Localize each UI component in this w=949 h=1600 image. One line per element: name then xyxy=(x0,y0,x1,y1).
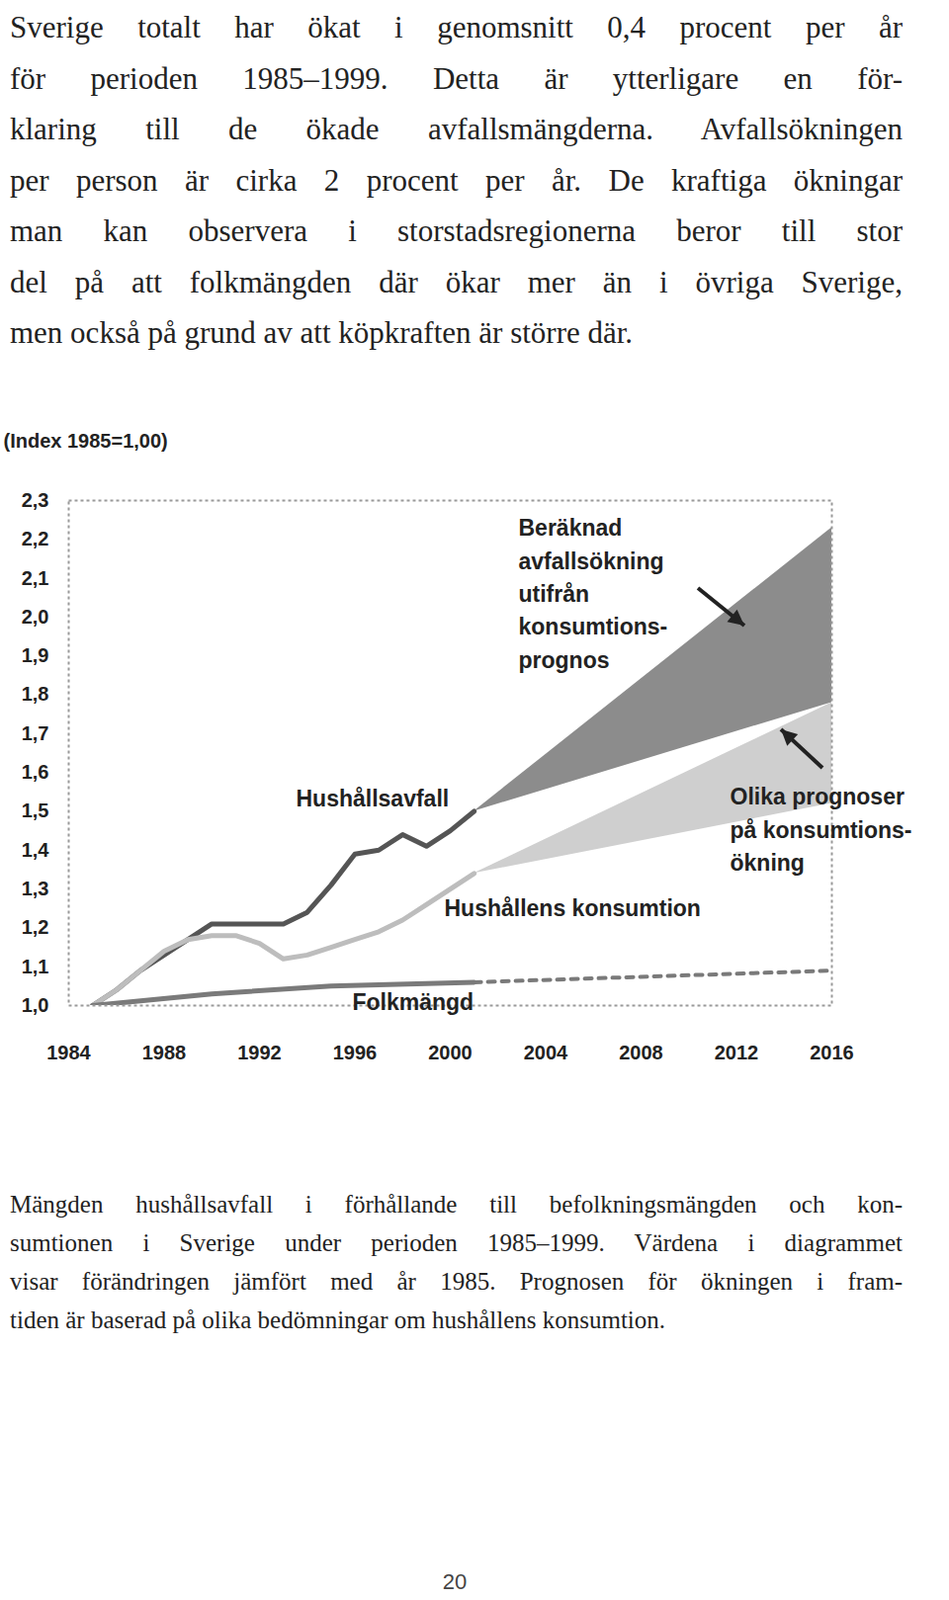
svg-text:1,8: 1,8 xyxy=(21,683,50,705)
html-text:för perioden 1985–1999. Detta: för perioden 1985–1999. Detta är ytterli… xyxy=(9,60,903,96)
html-text:Mängden hushållsavfall i förhå: Mängden hushållsavfall i förhållande til… xyxy=(9,1191,903,1218)
svg-text:1984: 1984 xyxy=(46,1041,91,1064)
svg-text:1992: 1992 xyxy=(237,1041,282,1064)
svg-text:1,5: 1,5 xyxy=(21,799,50,822)
svg-text:1,2: 1,2 xyxy=(21,916,50,939)
svg-text:1,7: 1,7 xyxy=(21,722,50,745)
svg-text:Hushållsavfall: Hushållsavfall xyxy=(296,785,450,812)
html-text:man kan observera i storstadsr: man kan observera i storstadsregionerna … xyxy=(9,213,903,249)
svg-text:1,9: 1,9 xyxy=(21,644,50,667)
svg-text:1,4: 1,4 xyxy=(21,839,51,862)
html-text:del på att folkmängden där öka: del på att folkmängden där ökar mer än i… xyxy=(9,264,903,300)
svg-text:2,1: 2,1 xyxy=(21,567,50,590)
html-text:men också på grund av att köpk: men också på grund av att köpkraften är … xyxy=(9,315,633,350)
html-text:klaring till de ökade avfallsm: klaring till de ökade avfallsmängderna. … xyxy=(9,111,903,147)
svg-text:(Index 1985=1,00): (Index 1985=1,00) xyxy=(3,430,169,452)
svg-text:Folkmängd: Folkmängd xyxy=(352,989,475,1016)
svg-text:Hushållens konsumtion: Hushållens konsumtion xyxy=(444,895,701,922)
svg-text:2008: 2008 xyxy=(618,1041,664,1064)
html-text:tiden är baserad på olika bedö: tiden är baserad på olika bedömningar om… xyxy=(9,1306,666,1334)
svg-text:1,0: 1,0 xyxy=(21,994,50,1017)
svg-text:1,3: 1,3 xyxy=(21,877,50,900)
html-text:per person är cirka 2 procent: per person är cirka 2 procent per år. De… xyxy=(9,162,903,198)
svg-text:2,0: 2,0 xyxy=(21,605,50,628)
svg-text:Olika prognoserpå konsumtions-: Olika prognoserpå konsumtions-ökning xyxy=(730,783,913,876)
html-text:20: 20 xyxy=(442,1569,467,1595)
html-text:Sverige totalt har ökat i geno: Sverige totalt har ökat i genomsnitt 0,4… xyxy=(9,9,903,45)
svg-text:2004: 2004 xyxy=(523,1041,569,1064)
svg-text:2,2: 2,2 xyxy=(21,527,50,550)
html-text:visar förändringen jämfört med: visar förändringen jämfört med år 1985. … xyxy=(9,1268,903,1295)
svg-text:2,3: 2,3 xyxy=(21,489,50,512)
svg-text:2000: 2000 xyxy=(428,1041,473,1064)
svg-text:1,1: 1,1 xyxy=(21,955,50,978)
svg-text:2016: 2016 xyxy=(809,1041,855,1064)
svg-text:Beräknadavfallsökningutifrånko: Beräknadavfallsökningutifrånkonsumtions-… xyxy=(518,515,669,673)
svg-text:1988: 1988 xyxy=(142,1041,187,1064)
svg-text:2012: 2012 xyxy=(714,1041,760,1064)
svg-text:1,6: 1,6 xyxy=(21,761,50,783)
svg-text:1996: 1996 xyxy=(333,1041,378,1064)
html-text:sumtionen i Sverige under peri: sumtionen i Sverige under perioden 1985–… xyxy=(9,1229,903,1257)
